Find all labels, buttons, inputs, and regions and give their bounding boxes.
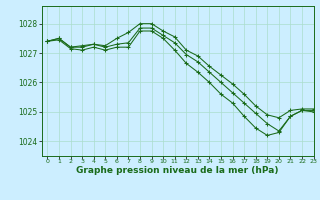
X-axis label: Graphe pression niveau de la mer (hPa): Graphe pression niveau de la mer (hPa)	[76, 166, 279, 175]
